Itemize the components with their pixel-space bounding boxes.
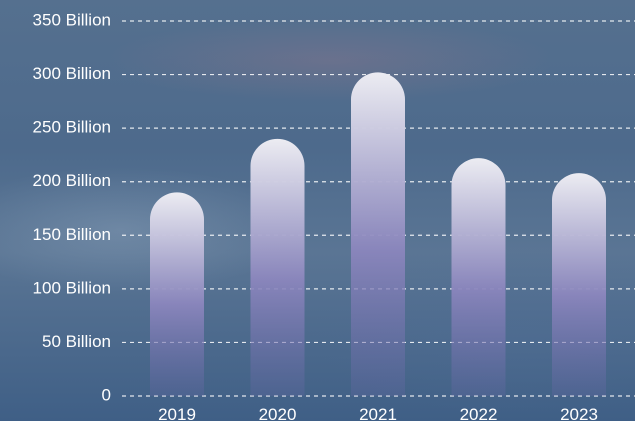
y-tick-label: 150 Billion <box>33 225 111 244</box>
bar-2021 <box>351 72 405 396</box>
y-tick-label: 0 <box>102 385 111 404</box>
x-axis-tick-labels: 2019 2020 2021 2022 2023 <box>158 405 598 421</box>
x-tick-label: 2022 <box>460 405 498 421</box>
bar-2020 <box>250 138 305 396</box>
y-tick-label: 50 Billion <box>42 332 111 351</box>
x-tick-label: 2020 <box>259 405 297 421</box>
x-tick-label: 2023 <box>560 405 598 421</box>
y-tick-label: 350 Billion <box>33 10 111 29</box>
y-tick-label: 100 Billion <box>33 278 111 297</box>
x-tick-label: 2021 <box>359 405 397 421</box>
y-axis-tick-labels: 0 50 Billion 100 Billion 150 Billion 200 Bil… <box>33 10 111 404</box>
bar-2023 <box>552 173 606 396</box>
y-tick-label: 300 Billion <box>33 64 111 83</box>
bar-2019 <box>150 192 204 396</box>
x-tick-label: 2019 <box>158 405 196 421</box>
bars <box>150 72 606 396</box>
y-tick-label: 200 Billion <box>33 171 111 190</box>
y-tick-label: 250 Billion <box>33 118 111 137</box>
bar-2022 <box>451 158 506 396</box>
